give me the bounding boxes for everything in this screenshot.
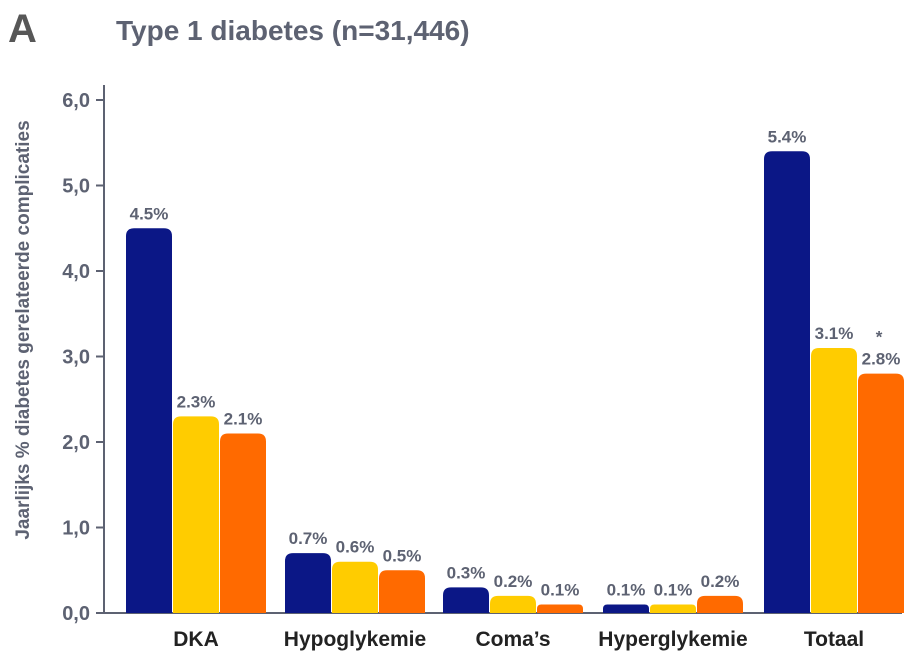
chart-title: Type 1 diabetes (n=31,446) bbox=[116, 15, 470, 46]
bar bbox=[603, 604, 649, 613]
data-label: 2.3% bbox=[177, 392, 216, 411]
y-tick-label: 5,0 bbox=[62, 176, 90, 198]
y-tick-label: 0,0 bbox=[62, 603, 90, 625]
bar bbox=[650, 604, 696, 613]
bar bbox=[490, 595, 536, 613]
x-category-label: Coma’s bbox=[475, 628, 550, 651]
bar bbox=[126, 228, 172, 613]
bars-group bbox=[126, 151, 904, 614]
y-tick-label: 4,0 bbox=[62, 261, 90, 283]
bar bbox=[173, 416, 219, 613]
bar bbox=[537, 604, 583, 613]
bar bbox=[285, 553, 331, 613]
significance-asterisk: * bbox=[876, 328, 883, 347]
y-tick-label: 2,0 bbox=[62, 432, 90, 454]
x-category-label: Hypoglykemie bbox=[284, 628, 426, 651]
data-label: 3.1% bbox=[815, 324, 854, 343]
y-tick-label: 1,0 bbox=[62, 518, 90, 540]
bar bbox=[332, 561, 378, 613]
x-category-label: Totaal bbox=[804, 628, 864, 651]
data-label: 0.1% bbox=[654, 580, 693, 599]
bar bbox=[858, 373, 904, 613]
y-tick-label: 6,0 bbox=[62, 90, 90, 112]
data-label: 0.2% bbox=[701, 572, 740, 591]
bar bbox=[697, 595, 743, 613]
x-category-label: DKA bbox=[173, 628, 219, 651]
data-label: 0.3% bbox=[447, 563, 486, 582]
data-label: 0.1% bbox=[541, 580, 580, 599]
data-label: 2.1% bbox=[224, 409, 263, 428]
data-label: 5.4% bbox=[768, 127, 807, 146]
data-label: 0.7% bbox=[289, 529, 328, 548]
data-label: 0.5% bbox=[383, 546, 422, 565]
bar bbox=[811, 347, 857, 613]
panel-letter: A bbox=[8, 7, 37, 51]
data-label: 0.2% bbox=[494, 572, 533, 591]
y-axis-label: Jaarlijks % diabetes gerelateerde compli… bbox=[13, 120, 34, 539]
x-category-label: Hyperglykemie bbox=[598, 628, 747, 651]
data-labels-group: 4.5% 2.3% 2.1% DKA 0.7% 0.6% 0.5% Hypoglykemie 0… bbox=[130, 127, 901, 651]
data-label: 4.5% bbox=[130, 204, 169, 223]
data-label: 0.6% bbox=[336, 538, 375, 557]
bar bbox=[443, 587, 489, 613]
bar bbox=[764, 151, 810, 614]
y-tick-label: 3,0 bbox=[62, 347, 90, 369]
data-label: 0.1% bbox=[607, 580, 646, 599]
bar bbox=[379, 570, 425, 613]
bar bbox=[220, 433, 266, 613]
data-label: 2.8% bbox=[862, 350, 901, 369]
